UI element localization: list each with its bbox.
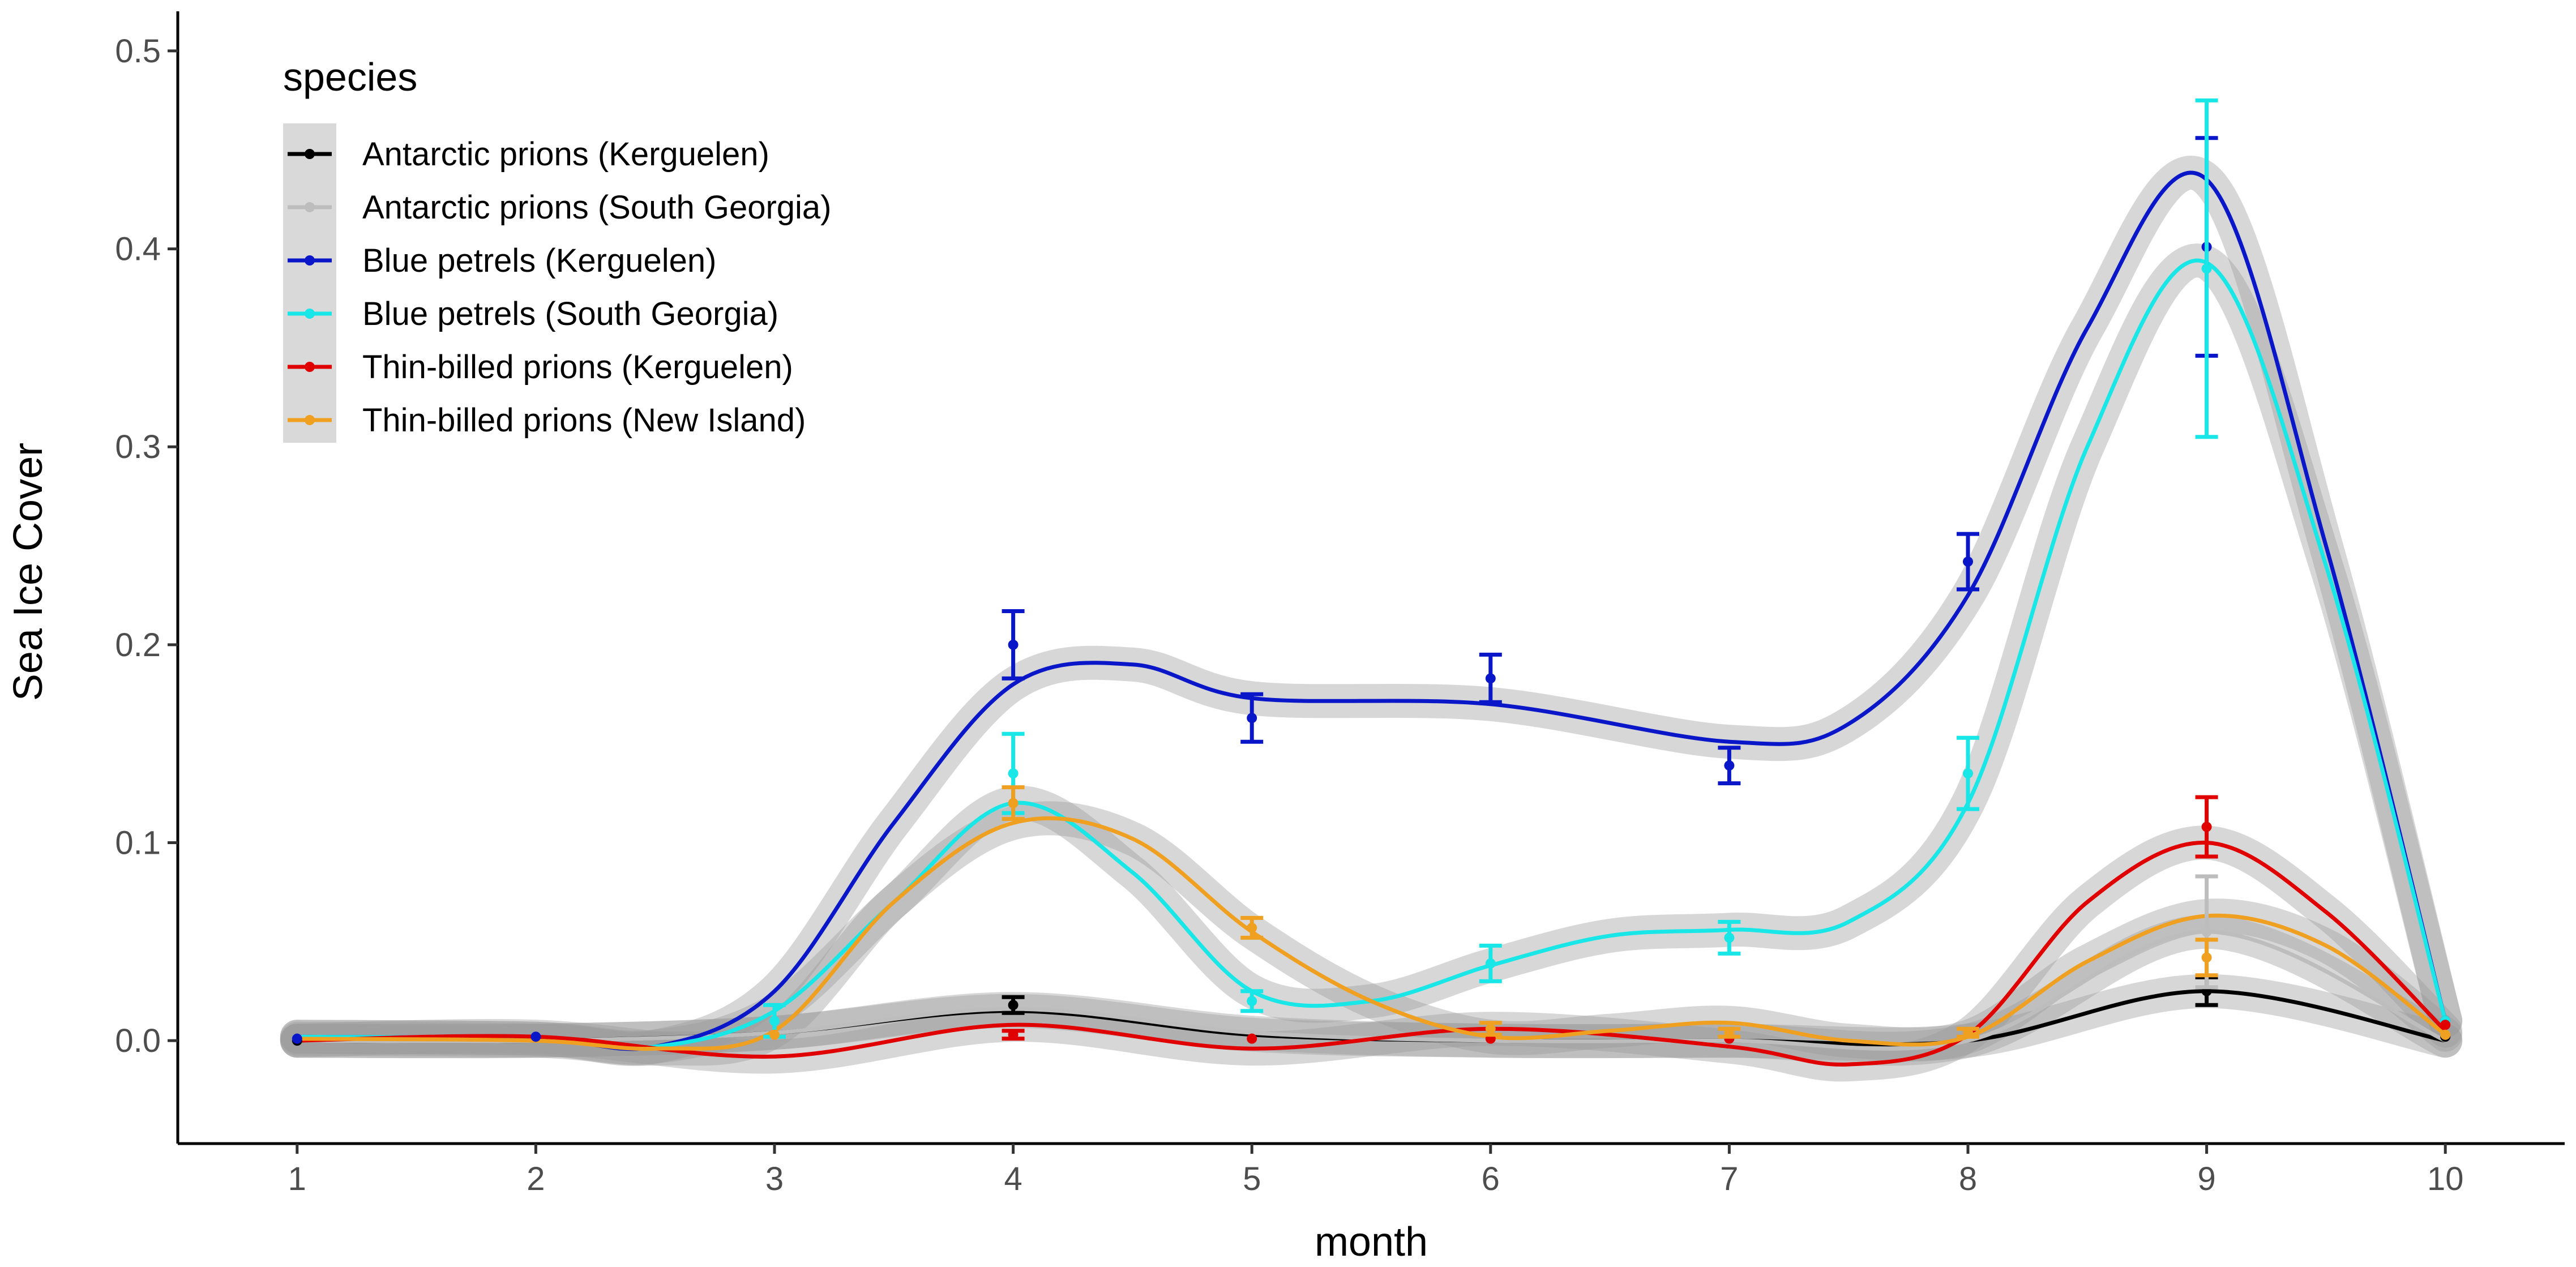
data-point-3-1 — [1008, 768, 1019, 779]
y-tick-label: 0.1 — [115, 825, 161, 862]
legend-label-4: Thin-billed prions (Kerguelen) — [362, 349, 793, 386]
series-points — [292, 98, 2451, 1046]
y-tick-label: 0.5 — [115, 33, 161, 70]
legend-label-1: Antarctic prions (South Georgia) — [362, 189, 831, 226]
x-tick-label: 4 — [1004, 1161, 1022, 1197]
series-line-5 — [295, 816, 2447, 1051]
x-tick-label: 2 — [527, 1161, 545, 1197]
legend-key-point-0 — [305, 149, 315, 159]
data-point-5-5 — [1963, 1028, 1973, 1038]
x-tick-label: 1 — [288, 1161, 306, 1197]
data-point-2-1 — [530, 1031, 541, 1042]
data-point-4-1 — [1247, 1033, 1257, 1044]
legend-title: species — [283, 55, 417, 99]
data-point-4-5 — [2440, 1020, 2451, 1030]
legend-key-point-5 — [305, 415, 315, 425]
data-point-3-0 — [769, 1016, 780, 1026]
data-point-0-1 — [1008, 1000, 1019, 1011]
data-point-3-6 — [2201, 263, 2212, 274]
data-point-3-3 — [1485, 958, 1496, 969]
data-point-5-4 — [1724, 1028, 1735, 1038]
data-point-5-3 — [1485, 1024, 1496, 1034]
data-point-2-2 — [1008, 639, 1019, 650]
legend-key-point-1 — [305, 202, 315, 212]
y-tick-label: 0.2 — [115, 627, 161, 664]
data-point-1-0 — [2201, 926, 2212, 937]
data-point-4-0 — [1008, 1029, 1019, 1040]
axis-ticks: 1 2 3 4 5 6 7 8 9 10 0.0 0.1 0.2 0.3 0.4 0.5 — [115, 33, 2463, 1197]
x-tick-label: 7 — [1720, 1161, 1738, 1197]
legend-key-background — [283, 123, 336, 443]
x-tick-label: 5 — [1243, 1161, 1261, 1197]
x-tick-label: 10 — [2427, 1161, 2464, 1197]
data-point-2-4 — [1485, 673, 1496, 684]
data-point-5-7 — [2440, 1029, 2451, 1040]
data-point-4-4 — [2201, 821, 2212, 832]
x-tick-label: 9 — [2197, 1161, 2215, 1197]
x-axis-title: month — [1315, 1219, 1428, 1265]
data-point-5-0 — [769, 1029, 780, 1040]
y-axis-title: Sea Ice Cover — [6, 443, 51, 701]
axes — [176, 11, 2565, 1145]
data-point-2-3 — [1247, 713, 1257, 724]
legend: species Antarctic prions (Kerguelen) Anta… — [283, 55, 831, 443]
y-tick-label: 0.4 — [115, 231, 161, 268]
legend-label-5: Thin-billed prions (New Island) — [362, 402, 806, 439]
data-point-5-1 — [1008, 798, 1019, 808]
data-point-2-0 — [292, 1033, 302, 1044]
data-point-3-2 — [1247, 996, 1257, 1007]
x-tick-label: 6 — [1482, 1161, 1500, 1197]
legend-key-point-4 — [305, 362, 315, 372]
data-point-5-2 — [1247, 922, 1257, 933]
data-point-5-6 — [2201, 952, 2212, 963]
legend-key-point-2 — [305, 255, 315, 266]
y-tick-label: 0.3 — [115, 429, 161, 465]
legend-label-3: Blue petrels (South Georgia) — [362, 296, 778, 332]
legend-label-2: Blue petrels (Kerguelen) — [362, 242, 716, 279]
series-line-2 — [295, 170, 2447, 1051]
data-point-2-6 — [1963, 557, 1973, 567]
data-point-3-4 — [1724, 932, 1735, 943]
data-point-3-5 — [1963, 768, 1973, 779]
data-point-2-5 — [1724, 760, 1735, 771]
x-tick-label: 8 — [1959, 1161, 1977, 1197]
x-tick-label: 3 — [765, 1161, 784, 1197]
legend-key-point-3 — [305, 309, 315, 319]
y-tick-label: 0.0 — [115, 1022, 161, 1059]
legend-label-0: Antarctic prions (Kerguelen) — [362, 136, 769, 173]
